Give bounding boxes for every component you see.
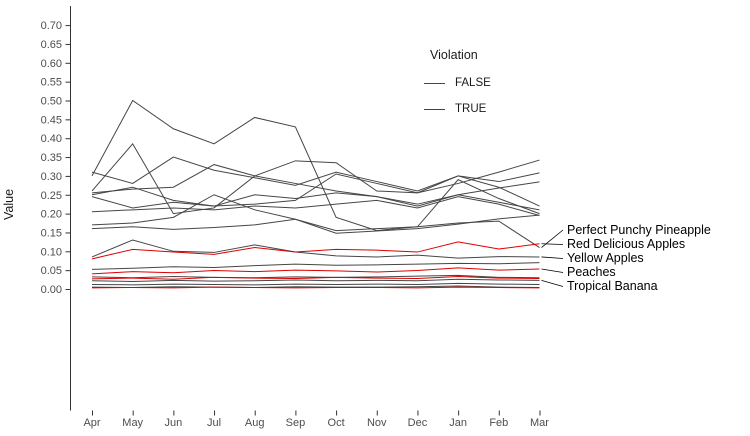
- series-line: [91, 196, 540, 216]
- x-tick-label: Mar: [530, 417, 549, 429]
- series-line: [91, 142, 540, 215]
- series-line-yellow-apples: [91, 239, 540, 259]
- series-label-yellow-apples: Yellow Apples: [567, 251, 644, 265]
- y-tick-label: 0.60: [41, 58, 62, 70]
- series-line: [91, 164, 540, 205]
- legend: Violation FALSE TRUE: [424, 48, 491, 127]
- y-tick-label: 0.40: [41, 133, 62, 145]
- x-tick-label: Jun: [164, 417, 182, 429]
- y-tick-label: 0.30: [41, 171, 62, 183]
- legend-label-false: FALSE: [455, 77, 491, 89]
- series-label-peaches: Peaches: [567, 265, 616, 279]
- series-line: [91, 285, 540, 288]
- series-line: [91, 276, 540, 280]
- series-label-red-delicious-apples: Red Delicious Apples: [567, 237, 686, 251]
- x-tick-label: Feb: [489, 417, 508, 429]
- series-label-perfect-punchy-pineapple: Perfect Punchy Pineapple: [567, 223, 711, 237]
- y-tick-label: 0.20: [41, 209, 62, 221]
- x-tick-label: May: [122, 417, 143, 429]
- series-line-red-delicious-apples: [91, 241, 540, 260]
- legend-key-false-line: [424, 82, 445, 84]
- x-tick-label: Apr: [83, 417, 100, 429]
- series-line-tropical-banana: [91, 278, 540, 282]
- legend-item-false: FALSE: [424, 75, 491, 91]
- label-leader-line: [541, 256, 564, 259]
- y-tick-label: 0.25: [41, 190, 62, 202]
- y-tick-label: 0.65: [41, 39, 62, 51]
- y-tick-label: 0.45: [41, 114, 62, 126]
- x-tick-label: Nov: [367, 417, 387, 429]
- y-tick-label: 0.10: [41, 246, 62, 258]
- x-tick-label: Dec: [408, 417, 428, 429]
- label-leader-line: [541, 268, 564, 273]
- y-tick-label: 0.55: [41, 77, 62, 89]
- series-line-perfect-punchy-pineapple: [91, 99, 540, 248]
- label-leader-line: [541, 229, 564, 248]
- series-line: [91, 179, 540, 232]
- y-axis-title: Value: [2, 188, 16, 220]
- series-line: [91, 262, 540, 270]
- series-line: [91, 274, 540, 279]
- series-line-peaches: [91, 267, 540, 275]
- legend-key-true-line: [424, 108, 445, 110]
- series-line: [91, 282, 540, 286]
- series-label-tropical-banana: Tropical Banana: [567, 279, 658, 293]
- x-tick-label: Oct: [328, 417, 345, 429]
- series-line: [91, 286, 540, 289]
- y-tick-label: 0.05: [41, 265, 62, 277]
- legend-item-true: TRUE: [424, 101, 491, 117]
- series-line: [91, 173, 540, 207]
- y-tick-label: 0.15: [41, 227, 62, 239]
- y-tick-label: 0.35: [41, 152, 62, 164]
- x-tick-label: Jul: [207, 417, 221, 429]
- series-line: [91, 192, 540, 211]
- legend-title: Violation: [430, 48, 478, 62]
- series-line: [91, 156, 540, 192]
- label-leader-line: [541, 243, 564, 245]
- legend-label-true: TRUE: [455, 103, 487, 115]
- x-tick-label: Sep: [286, 417, 306, 429]
- x-tick-label: Aug: [245, 417, 265, 429]
- series-line: [91, 214, 540, 234]
- label-leader-line: [541, 279, 564, 287]
- y-tick-label: 0.70: [41, 20, 62, 32]
- x-tick-label: Jan: [449, 417, 467, 429]
- y-tick-label: 0.00: [41, 284, 62, 296]
- y-tick-label: 0.50: [41, 96, 62, 108]
